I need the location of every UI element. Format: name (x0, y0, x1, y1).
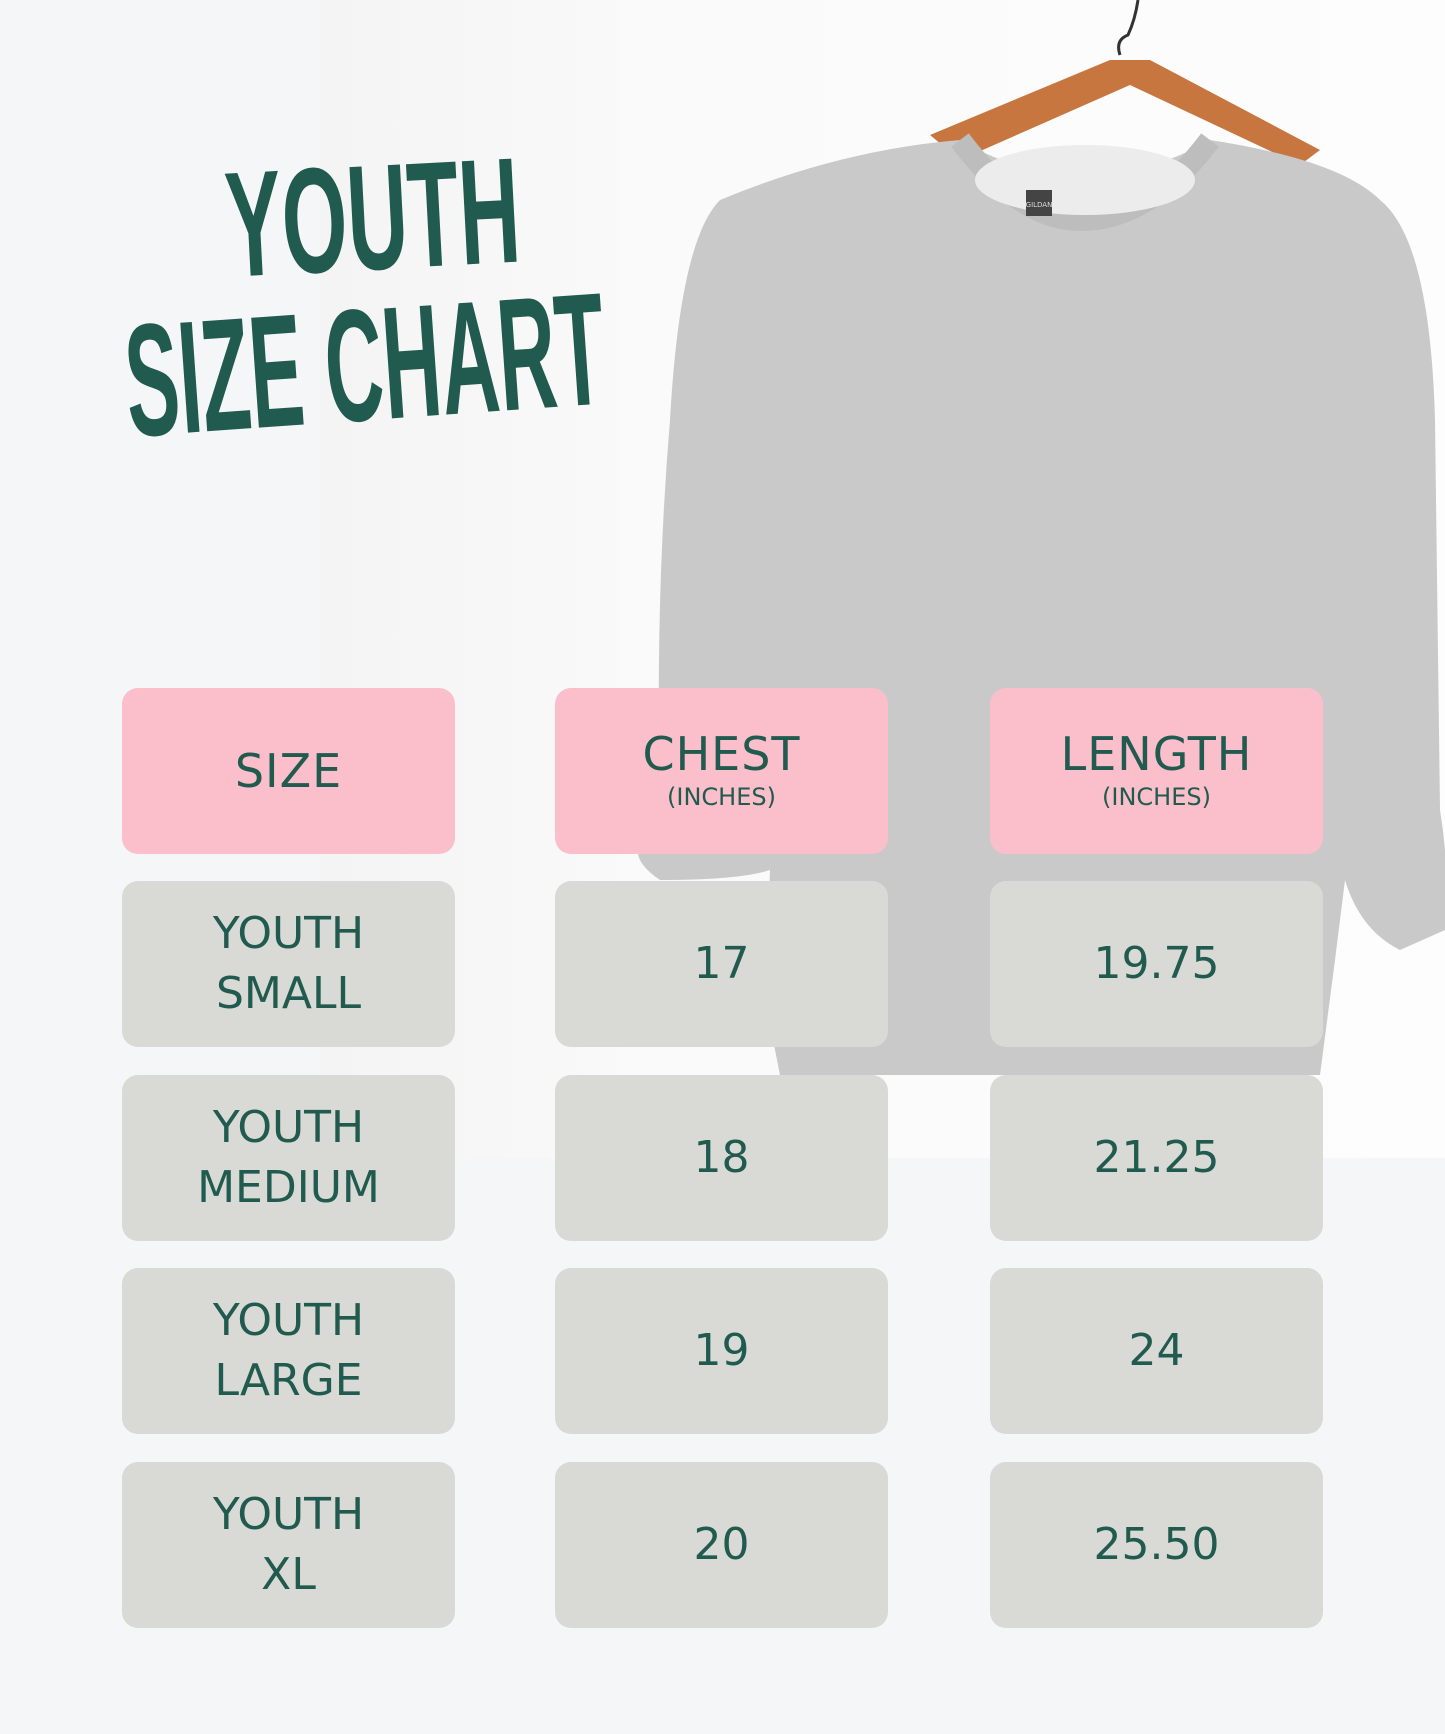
header-label: LENGTH (1060, 727, 1253, 781)
size-line-2: MEDIUM (197, 1162, 380, 1213)
length-value: 21.25 (1093, 1132, 1220, 1183)
chest-value: 18 (693, 1132, 750, 1183)
chest-cell: 20 (555, 1462, 888, 1628)
chest-value: 17 (693, 938, 750, 989)
size-cell: YOUTH MEDIUM (122, 1075, 455, 1241)
size-line-1: YOUTH (212, 1295, 365, 1346)
header-chest: CHEST (INCHES) (555, 688, 888, 854)
brand-tag (1026, 190, 1052, 216)
size-line-2: SMALL (215, 968, 362, 1019)
size-cell: YOUTH XL (122, 1462, 455, 1628)
header-unit: (INCHES) (667, 783, 776, 811)
length-cell: 21.25 (990, 1075, 1323, 1241)
length-value: 25.50 (1093, 1519, 1220, 1570)
size-cell: YOUTH LARGE (122, 1268, 455, 1434)
size-cell: YOUTH SMALL (122, 881, 455, 1047)
length-value: 19.75 (1093, 938, 1220, 989)
length-cell: 19.75 (990, 881, 1323, 1047)
length-value: 24 (1128, 1325, 1185, 1376)
svg-text:GILDAN: GILDAN (1026, 201, 1053, 209)
chest-cell: 17 (555, 881, 888, 1047)
title-line-2: SIZE CHART (119, 258, 611, 471)
size-line-1: YOUTH (212, 1489, 365, 1540)
chest-value: 19 (693, 1325, 750, 1376)
length-cell: 24 (990, 1268, 1323, 1434)
header-length: LENGTH (INCHES) (990, 688, 1323, 854)
size-line-1: YOUTH (212, 908, 365, 959)
header-unit: (INCHES) (1102, 783, 1211, 811)
chest-cell: 19 (555, 1268, 888, 1434)
chest-value: 20 (693, 1519, 750, 1570)
size-line-2: LARGE (214, 1355, 363, 1406)
header-size: SIZE (122, 688, 455, 854)
chest-cell: 18 (555, 1075, 888, 1241)
header-label: SIZE (234, 744, 343, 798)
header-label: CHEST (642, 727, 801, 781)
size-line-1: YOUTH (212, 1102, 365, 1153)
size-line-2: XL (261, 1549, 316, 1600)
length-cell: 25.50 (990, 1462, 1323, 1628)
